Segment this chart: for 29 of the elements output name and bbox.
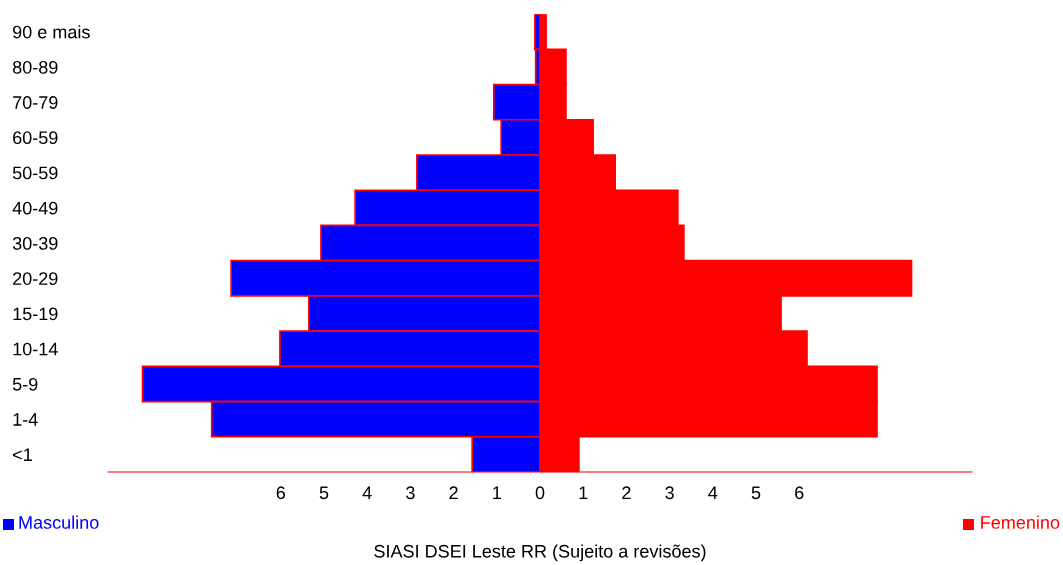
x-tick-label: 2 bbox=[449, 486, 458, 499]
y-tick-label: 40-49 bbox=[12, 201, 58, 215]
x-axis-title: SIASI DSEI Leste RR (Sujeito a revisões) bbox=[374, 544, 706, 562]
x-tick-label: 3 bbox=[665, 486, 674, 500]
x-tick-label: 6 bbox=[795, 486, 804, 500]
y-tick-label: 80-89 bbox=[12, 60, 58, 74]
x-tick-label: 1 bbox=[579, 486, 588, 499]
x-tick-label: 4 bbox=[708, 486, 718, 499]
y-tick-label: 30-39 bbox=[12, 237, 58, 250]
y-tick-label: 50-59 bbox=[12, 166, 58, 180]
y-tick-label: 20-29 bbox=[13, 272, 58, 285]
y-tick-label: 70-79 bbox=[13, 96, 58, 109]
x-tick-label: 2 bbox=[622, 486, 631, 499]
x-tick-label: 4 bbox=[362, 486, 372, 499]
x-tick-label: 0 bbox=[535, 486, 545, 500]
legend-label: Femenino bbox=[981, 515, 1060, 529]
x-tick-label: 5 bbox=[751, 486, 761, 500]
y-tick-label: 90 e mais bbox=[13, 25, 90, 39]
y-tick-label: 10-14 bbox=[13, 342, 58, 356]
y-tick-label: <1 bbox=[13, 448, 32, 461]
y-tick-label: 5-9 bbox=[12, 377, 38, 391]
x-tick-label: 1 bbox=[493, 486, 501, 499]
legend-label: Masculino bbox=[19, 515, 99, 529]
y-tick-label: 15-19 bbox=[13, 307, 58, 321]
y-tick-label: 1-4 bbox=[13, 413, 38, 426]
x-tick-label: 5 bbox=[319, 486, 329, 500]
x-tick-label: 3 bbox=[406, 486, 415, 500]
y-tick-label: 60-59 bbox=[13, 131, 58, 145]
x-tick-label: 6 bbox=[276, 486, 286, 500]
